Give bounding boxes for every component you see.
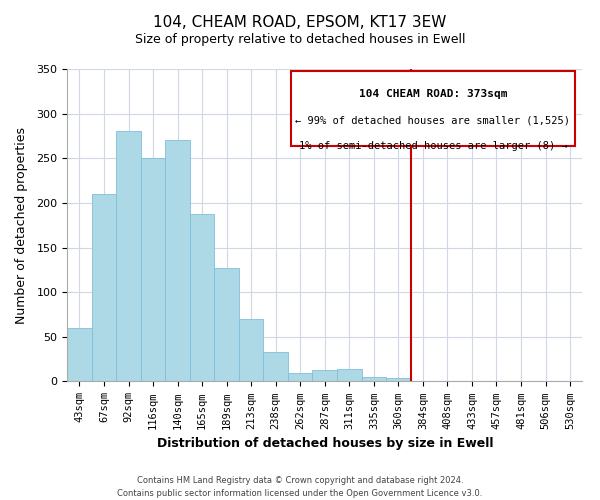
Bar [67, 328, 92, 382]
Bar [166, 140, 190, 382]
Text: ← 99% of detached houses are smaller (1,525): ← 99% of detached houses are smaller (1,… [295, 116, 571, 126]
Bar [288, 372, 313, 382]
Bar [362, 377, 386, 382]
Text: 104 CHEAM ROAD: 373sqm: 104 CHEAM ROAD: 373sqm [359, 90, 507, 100]
Bar [410, 380, 435, 382]
Bar [386, 378, 410, 382]
Bar [214, 268, 239, 382]
FancyBboxPatch shape [291, 70, 575, 146]
Bar [337, 369, 362, 382]
Bar [92, 194, 116, 382]
X-axis label: Distribution of detached houses by size in Ewell: Distribution of detached houses by size … [157, 437, 493, 450]
Bar [116, 132, 141, 382]
Text: Contains HM Land Registry data © Crown copyright and database right 2024.
Contai: Contains HM Land Registry data © Crown c… [118, 476, 482, 498]
Y-axis label: Number of detached properties: Number of detached properties [15, 126, 28, 324]
Text: Size of property relative to detached houses in Ewell: Size of property relative to detached ho… [135, 32, 465, 46]
Text: 104, CHEAM ROAD, EPSOM, KT17 3EW: 104, CHEAM ROAD, EPSOM, KT17 3EW [154, 15, 446, 30]
Bar [263, 352, 288, 382]
Bar [435, 380, 460, 382]
Bar [313, 370, 337, 382]
Bar [558, 380, 583, 382]
Bar [239, 319, 263, 382]
Bar [190, 214, 214, 382]
Bar [141, 158, 166, 382]
Text: 1% of semi-detached houses are larger (8) →: 1% of semi-detached houses are larger (8… [299, 141, 568, 151]
